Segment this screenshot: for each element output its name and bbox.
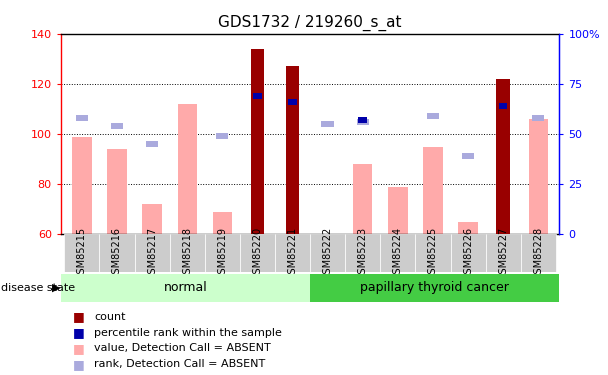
Bar: [170, 234, 205, 272]
Text: ■: ■: [73, 310, 85, 323]
Text: papillary thyroid cancer: papillary thyroid cancer: [361, 281, 509, 294]
Text: GSM85227: GSM85227: [498, 226, 508, 280]
Bar: [61, 274, 310, 302]
Bar: [142, 204, 162, 234]
Text: count: count: [94, 312, 126, 322]
Text: GSM85215: GSM85215: [77, 226, 87, 280]
Bar: [462, 153, 474, 159]
Text: GSM85216: GSM85216: [112, 226, 122, 280]
Text: GSM85224: GSM85224: [393, 226, 403, 280]
Text: GSM85219: GSM85219: [217, 226, 227, 280]
Bar: [322, 121, 334, 127]
Text: rank, Detection Call = ABSENT: rank, Detection Call = ABSENT: [94, 359, 266, 369]
Bar: [532, 115, 544, 121]
Text: GSM85226: GSM85226: [463, 226, 473, 280]
Bar: [253, 93, 261, 99]
Text: GSM85223: GSM85223: [358, 226, 368, 280]
Bar: [250, 49, 264, 234]
Bar: [108, 149, 126, 234]
Bar: [415, 234, 451, 272]
Bar: [240, 234, 275, 272]
Bar: [205, 234, 240, 272]
Bar: [275, 234, 310, 272]
Bar: [528, 119, 548, 234]
Text: ▶: ▶: [52, 283, 60, 292]
Bar: [499, 103, 508, 109]
Bar: [451, 234, 486, 272]
Bar: [458, 222, 478, 234]
Bar: [496, 79, 510, 234]
Bar: [134, 234, 170, 272]
Text: ■: ■: [73, 342, 85, 355]
Bar: [178, 104, 197, 234]
Text: ■: ■: [73, 358, 85, 370]
Text: percentile rank within the sample: percentile rank within the sample: [94, 328, 282, 338]
Bar: [520, 234, 556, 272]
Bar: [423, 147, 443, 234]
Bar: [286, 66, 299, 234]
Text: disease state: disease state: [1, 283, 75, 292]
Bar: [100, 234, 134, 272]
Text: GSM85217: GSM85217: [147, 226, 157, 280]
Bar: [486, 234, 520, 272]
Text: GSM85225: GSM85225: [428, 226, 438, 280]
Bar: [359, 117, 367, 123]
Bar: [76, 115, 88, 121]
Text: GSM85220: GSM85220: [252, 226, 263, 280]
Bar: [111, 123, 123, 129]
Bar: [310, 234, 345, 272]
Bar: [353, 164, 372, 234]
Text: GSM85228: GSM85228: [533, 226, 544, 280]
Bar: [72, 136, 92, 234]
Bar: [64, 234, 100, 272]
Bar: [216, 133, 229, 139]
Bar: [357, 119, 369, 125]
Bar: [388, 187, 407, 234]
Text: value, Detection Call = ABSENT: value, Detection Call = ABSENT: [94, 344, 271, 353]
Bar: [345, 234, 380, 272]
Bar: [288, 99, 297, 105]
Bar: [310, 274, 559, 302]
Text: normal: normal: [164, 281, 207, 294]
Text: GSM85222: GSM85222: [323, 226, 333, 280]
Text: GSM85218: GSM85218: [182, 226, 192, 280]
Bar: [427, 113, 439, 119]
Bar: [146, 141, 158, 147]
Bar: [213, 212, 232, 234]
Bar: [380, 234, 415, 272]
Title: GDS1732 / 219260_s_at: GDS1732 / 219260_s_at: [218, 15, 402, 31]
Text: ■: ■: [73, 326, 85, 339]
Text: GSM85221: GSM85221: [288, 226, 297, 280]
